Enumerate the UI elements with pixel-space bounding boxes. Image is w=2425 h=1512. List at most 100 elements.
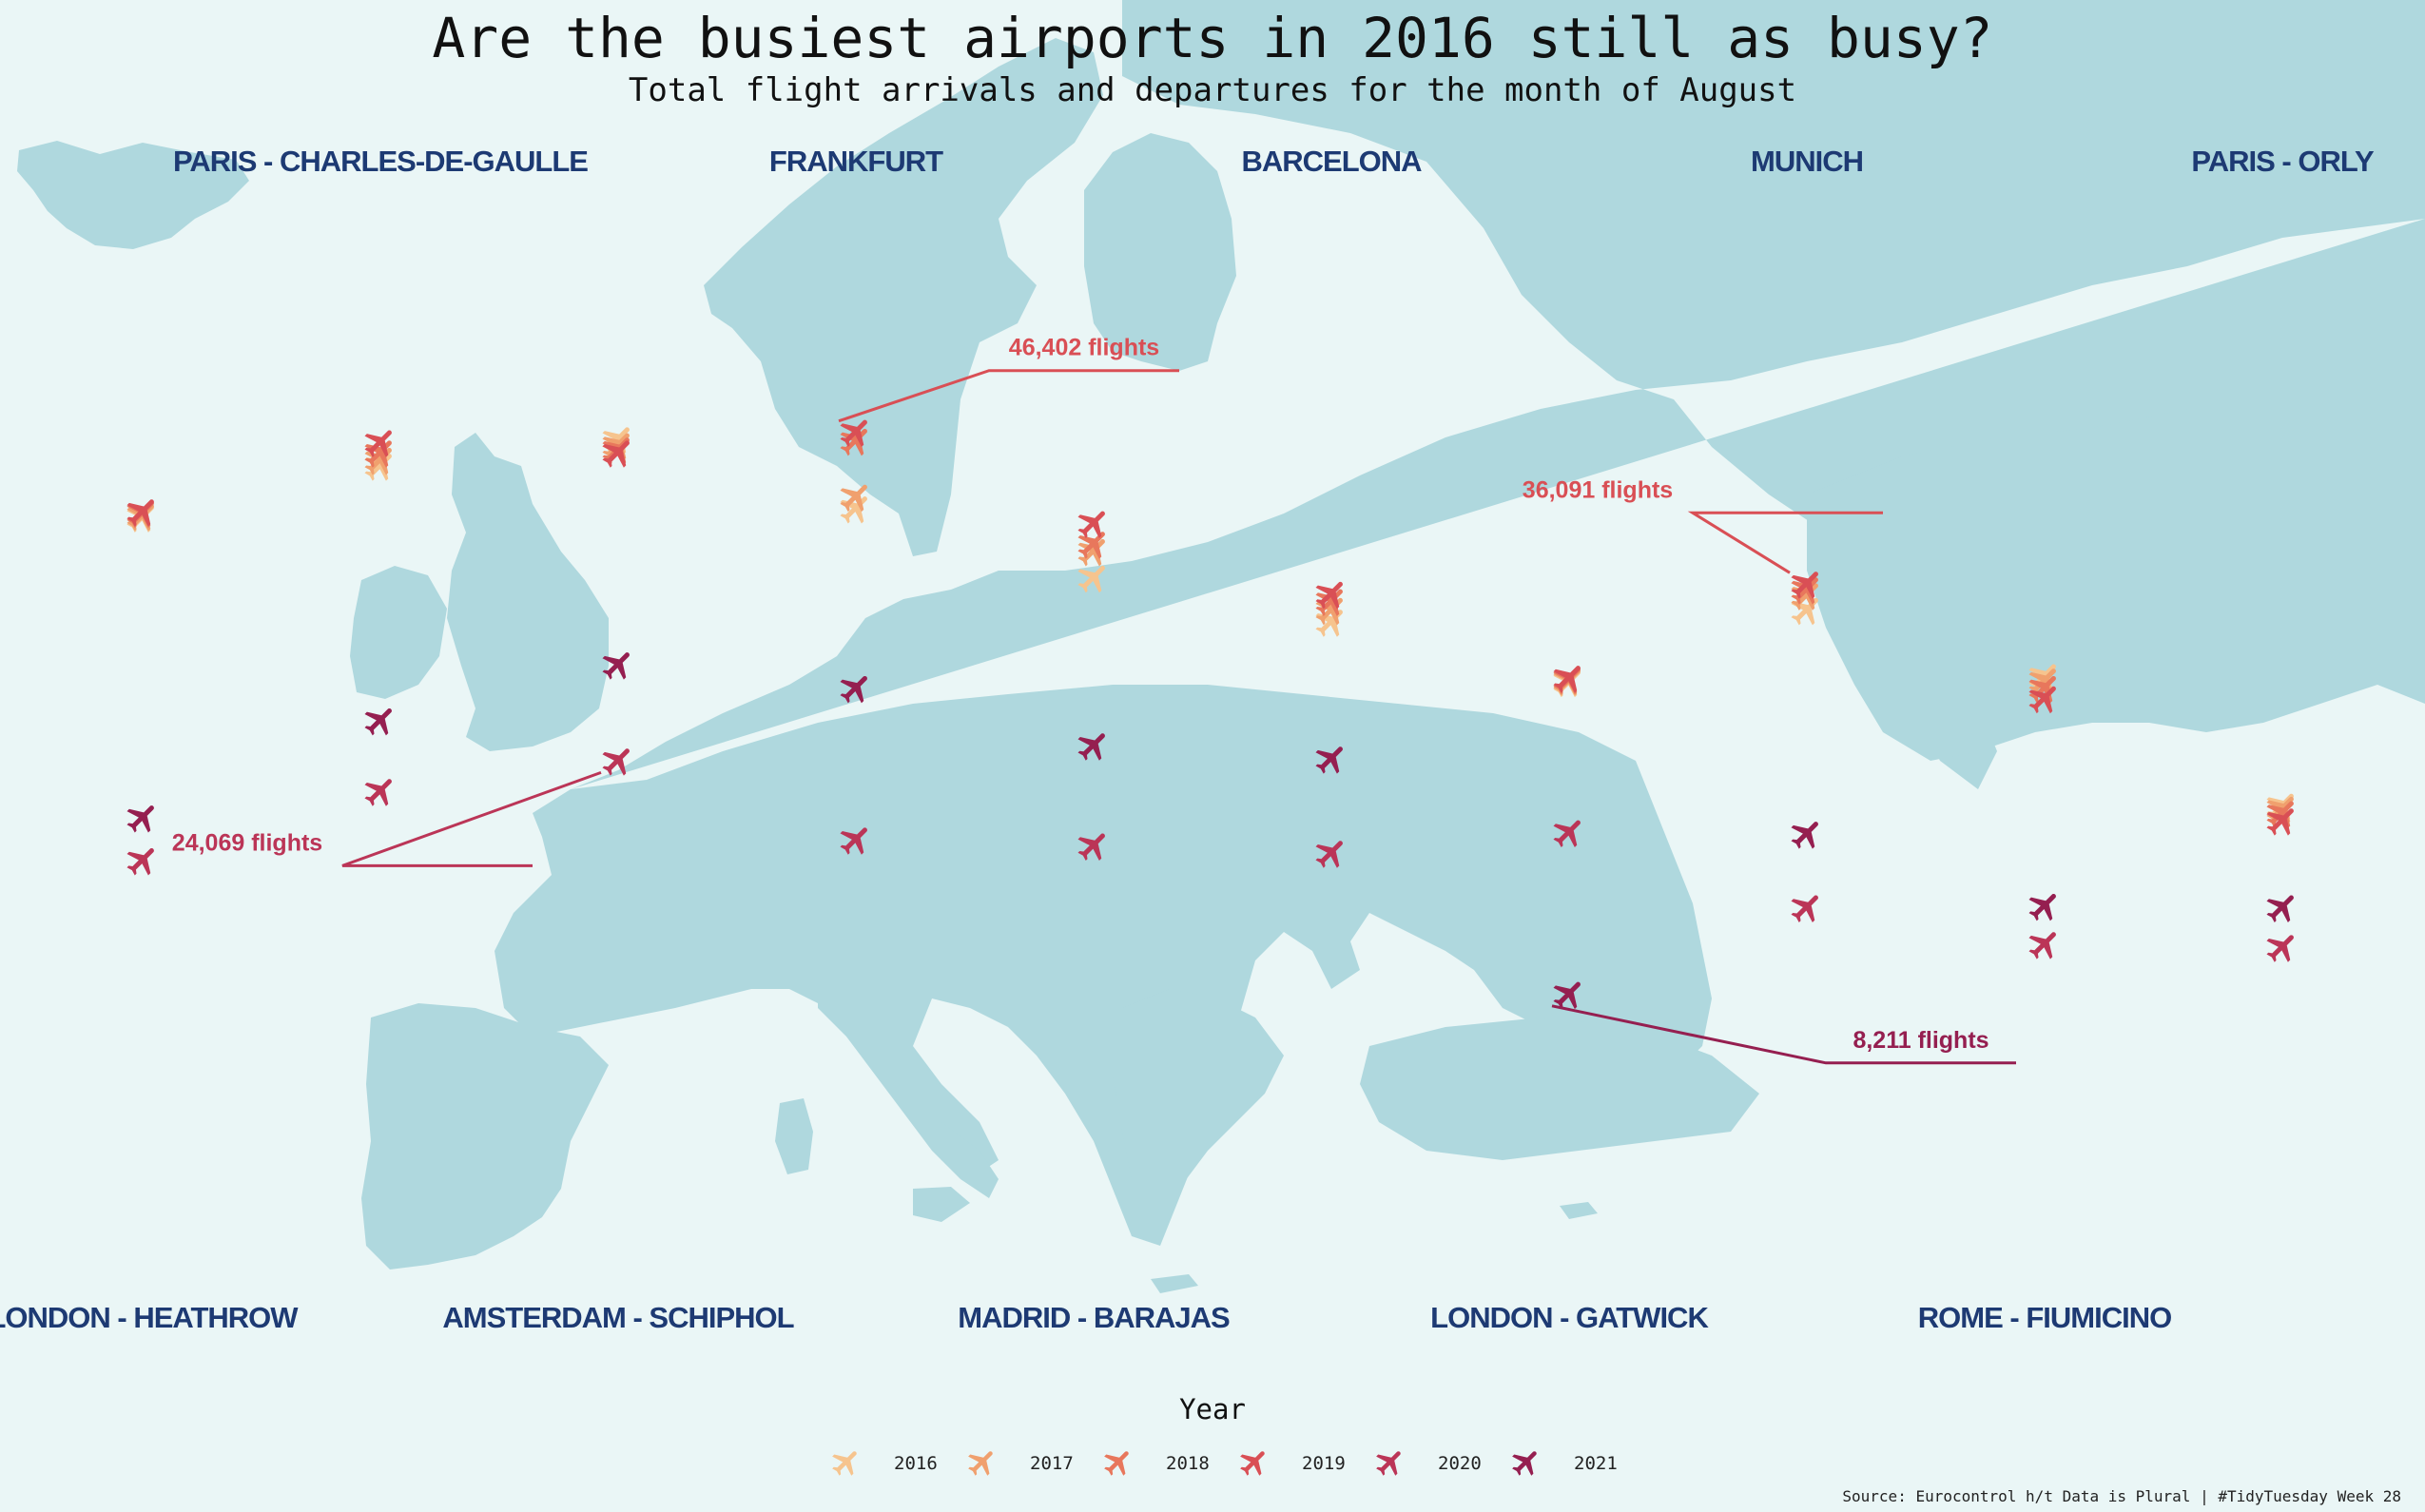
callout-line bbox=[838, 369, 1179, 423]
plane-marker bbox=[2028, 893, 2056, 921]
airport-planes bbox=[126, 499, 154, 876]
callout-label: 8,211 flights bbox=[1853, 1027, 1988, 1054]
chart-title: Are the busiest airports in 2016 still a… bbox=[432, 6, 1992, 70]
airport-label: MUNICH bbox=[1751, 145, 1863, 178]
map-balkans bbox=[1113, 989, 1284, 1217]
plane-marker bbox=[1077, 532, 1105, 559]
map-ireland bbox=[350, 566, 447, 699]
airport-label: FRANKFURT bbox=[769, 145, 943, 178]
callout: 36,091 flights bbox=[1523, 476, 1883, 574]
airport-planes bbox=[1315, 581, 1343, 868]
airport-planes bbox=[1791, 572, 1818, 922]
map-central-europe bbox=[495, 685, 1712, 1246]
source-note: Source: Eurocontrol h/t Data is Plural |… bbox=[1842, 1487, 2401, 1505]
airport-label: ROME - FIUMICINO bbox=[1918, 1301, 2171, 1334]
legend-label: 2019 bbox=[1302, 1453, 1346, 1474]
map-cyprus bbox=[1560, 1202, 1598, 1219]
map-iceland bbox=[17, 141, 249, 249]
airport-label: PARIS - CHARLES-DE-GAULLE bbox=[173, 145, 588, 178]
callout-label: 24,069 flights bbox=[172, 829, 322, 856]
airport-label: MADRID - BARAJAS bbox=[958, 1301, 1230, 1334]
plane-marker bbox=[1553, 820, 1581, 848]
plane-marker bbox=[840, 675, 867, 704]
plane-marker bbox=[1791, 572, 1818, 599]
plane-marker bbox=[2028, 932, 2056, 960]
legend-item: 2017 bbox=[968, 1451, 1074, 1476]
callout: 24,069 flights bbox=[172, 770, 602, 867]
map-crete bbox=[1151, 1274, 1198, 1293]
legend-title: Year bbox=[1179, 1393, 1246, 1425]
callout: 8,211 flights bbox=[1551, 1004, 2016, 1065]
plane-marker bbox=[2266, 935, 2294, 962]
legend-airplane-icon bbox=[1376, 1451, 1401, 1476]
airport-planes bbox=[840, 419, 867, 855]
airport-planes bbox=[1077, 511, 1105, 861]
plane-marker bbox=[2028, 686, 2056, 714]
legend-airplane-icon bbox=[1104, 1451, 1129, 1476]
map-italy bbox=[818, 979, 999, 1198]
airport-label: BARCELONA bbox=[1241, 145, 1422, 178]
plane-marker bbox=[1315, 581, 1343, 610]
airport-planes bbox=[2266, 793, 2294, 962]
legend-airplane-icon bbox=[1240, 1451, 1265, 1476]
map-scandinavia bbox=[704, 38, 1103, 556]
legend: 2016 2017 2018 2019 2020 2021 bbox=[832, 1451, 1618, 1476]
legend-label: 2021 bbox=[1574, 1453, 1618, 1474]
plane-marker bbox=[364, 779, 392, 806]
legend-label: 2018 bbox=[1166, 1453, 1210, 1474]
plane-marker bbox=[364, 430, 392, 457]
airport-planes bbox=[364, 430, 392, 806]
legend-label: 2017 bbox=[1030, 1453, 1074, 1474]
plane-marker bbox=[1077, 511, 1105, 539]
legend-airplane-icon bbox=[968, 1451, 993, 1476]
legend-item: 2019 bbox=[1240, 1451, 1346, 1476]
legend-label: 2020 bbox=[1438, 1453, 1482, 1474]
callout: 46,402 flights bbox=[838, 335, 1179, 423]
plane-marker bbox=[840, 484, 867, 513]
plane-marker bbox=[840, 827, 867, 855]
callout-annotations: 46,402 flights 36,091 flights 24,069 fligh… bbox=[172, 335, 2016, 1065]
map-sicily bbox=[913, 1187, 970, 1222]
map-turkey bbox=[1360, 1018, 1759, 1160]
plane-marker bbox=[364, 708, 392, 736]
chart-subtitle: Total flight arrivals and departures for… bbox=[629, 71, 1796, 109]
legend-item: 2021 bbox=[1512, 1451, 1618, 1476]
plane-marker bbox=[602, 748, 630, 776]
airport-label: LONDON - HEATHROW bbox=[0, 1301, 299, 1334]
map-east bbox=[1807, 399, 2425, 761]
plane-marker bbox=[840, 419, 867, 448]
plane-marker bbox=[602, 652, 630, 680]
plane-marker bbox=[2266, 895, 2294, 922]
map-finland bbox=[1084, 133, 1236, 371]
plane-marker bbox=[1077, 733, 1105, 761]
map-iberia bbox=[361, 1003, 609, 1270]
legend-item: 2016 bbox=[832, 1451, 938, 1476]
plane-marker bbox=[1791, 895, 1818, 922]
airport-label: LONDON - GATWICK bbox=[1430, 1301, 1709, 1334]
plane-marker bbox=[1791, 822, 1818, 849]
plane-marker bbox=[1553, 981, 1581, 1010]
airport-labels: LONDON - HEATHROW PARIS - CHARLES-DE-GAUL… bbox=[0, 145, 2376, 1334]
plane-markers bbox=[126, 419, 2294, 1010]
airport-planes bbox=[2028, 664, 2056, 960]
plane-marker bbox=[126, 499, 154, 527]
plane-marker bbox=[602, 440, 630, 468]
plane-marker bbox=[126, 848, 154, 876]
callout-line bbox=[1687, 511, 1883, 574]
plane-marker bbox=[126, 805, 154, 833]
callout-label: 46,402 flights bbox=[1009, 335, 1159, 361]
legend-label: 2016 bbox=[894, 1453, 938, 1474]
plane-marker bbox=[1077, 565, 1105, 593]
callout-line bbox=[1551, 1004, 2016, 1065]
legend-airplane-icon bbox=[832, 1451, 857, 1476]
map-great-britain bbox=[447, 433, 609, 751]
plane-marker bbox=[1315, 746, 1343, 774]
callout-line bbox=[341, 770, 602, 867]
airport-label: PARIS - ORLY bbox=[2191, 145, 2375, 178]
airport-label: AMSTERDAM - SCHIPHOL bbox=[442, 1301, 793, 1334]
map-sardinia bbox=[775, 1098, 813, 1174]
legend-airplane-icon bbox=[1512, 1451, 1537, 1476]
airport-planes bbox=[602, 427, 630, 776]
